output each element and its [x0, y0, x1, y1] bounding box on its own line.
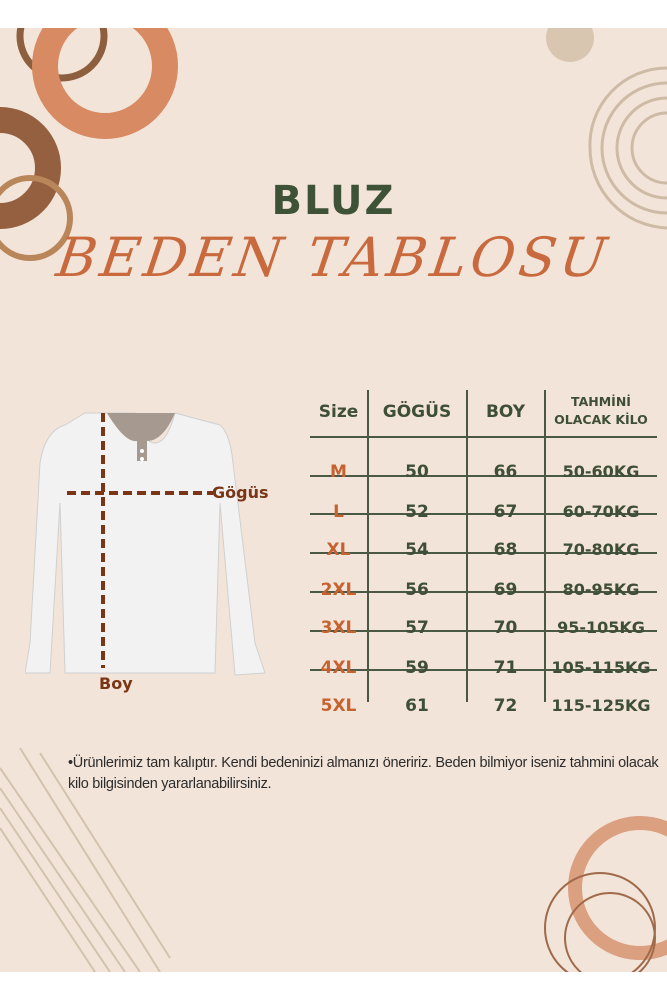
cell-weight: 105-115KG — [551, 658, 651, 677]
chest-label: Gögüs — [212, 483, 269, 502]
cell-chest: 59 — [405, 658, 429, 678]
cell-chest: 50 — [405, 462, 429, 482]
cell-size: M — [330, 462, 347, 482]
cell-length: 72 — [493, 696, 518, 716]
decorative-circles — [0, 28, 667, 972]
cell-weight: 60-70KG — [562, 502, 640, 521]
cell-length: 70 — [493, 618, 518, 638]
header-length: BOY — [485, 402, 526, 422]
cell-length: 69 — [493, 580, 518, 600]
cell-length: 67 — [493, 502, 518, 522]
cell-weight: 115-125KG — [551, 696, 651, 715]
cell-chest: 54 — [405, 540, 429, 560]
shirt-diagram — [25, 412, 266, 676]
length-label: Boy — [99, 674, 133, 693]
header-chest: GÖGÜS — [382, 402, 452, 422]
page-title: BLUZ — [271, 178, 396, 224]
cell-length: 68 — [493, 540, 518, 560]
cell-weight: 80-95KG — [562, 580, 640, 599]
cell-size: XL — [326, 540, 351, 560]
cell-size: L — [333, 502, 344, 522]
cell-weight: 95-105KG — [557, 618, 645, 637]
cell-chest: 52 — [405, 502, 429, 522]
cell-length: 71 — [493, 658, 518, 678]
cell-weight: 70-80KG — [562, 540, 640, 559]
cell-size: 5XL — [320, 696, 357, 716]
fit-note: •Ürünlerimiz tam kalıptır. Kendi bedenin… — [68, 755, 659, 792]
header-weight-line2: OLACAK KİLO — [554, 412, 648, 427]
cell-chest: 57 — [405, 618, 429, 638]
cell-chest: 56 — [405, 580, 429, 600]
page-subtitle: BEDEN TABLOSU — [52, 226, 615, 289]
cell-weight: 50-60KG — [562, 462, 640, 481]
header-weight-line1: TAHMİNİ — [571, 394, 631, 409]
cell-chest: 61 — [405, 696, 429, 716]
cell-size: 3XL — [320, 618, 357, 638]
header-size: Size — [318, 402, 359, 422]
cell-size: 2XL — [320, 580, 357, 600]
size-chart-panel: BLUZ BEDEN TABLOSU Gögüs Boy Size GÖGÜS … — [0, 28, 667, 972]
cell-length: 66 — [493, 462, 518, 482]
cell-size: 4XL — [320, 658, 357, 678]
